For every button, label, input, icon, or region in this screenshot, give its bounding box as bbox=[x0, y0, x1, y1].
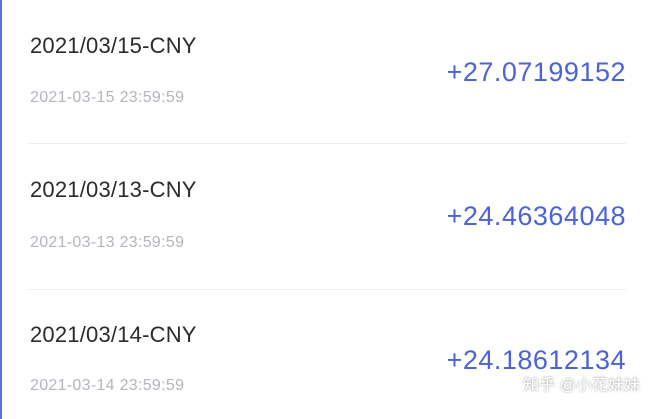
zhihu-watermark: 知乎 @小花妹妹 bbox=[523, 377, 640, 394]
list-item[interactable]: 2021/03/14-CNY 2021-03-14 23:59:59 +24.1… bbox=[0, 290, 654, 419]
record-timestamp: 2021-03-15 23:59:59 bbox=[30, 89, 185, 106]
record-amount: +24.18612134 bbox=[446, 345, 626, 375]
record-title: 2021/03/15-CNY bbox=[30, 33, 197, 58]
record-timestamp: 2021-03-13 23:59:59 bbox=[30, 234, 185, 251]
record-title: 2021/03/14-CNY bbox=[30, 322, 197, 347]
record-timestamp: 2021-03-14 23:59:59 bbox=[30, 377, 185, 394]
divider bbox=[28, 289, 626, 290]
divider bbox=[28, 143, 626, 144]
left-accent-edge bbox=[0, 0, 2, 419]
record-amount: +27.07199152 bbox=[446, 57, 626, 87]
list-item[interactable]: 2021/03/13-CNY 2021-03-13 23:59:59 +24.4… bbox=[0, 145, 654, 289]
record-amount: +24.46364048 bbox=[446, 201, 626, 231]
list-item[interactable]: 2021/03/15-CNY 2021-03-15 23:59:59 +27.0… bbox=[0, 0, 654, 144]
record-title: 2021/03/13-CNY bbox=[30, 177, 197, 202]
